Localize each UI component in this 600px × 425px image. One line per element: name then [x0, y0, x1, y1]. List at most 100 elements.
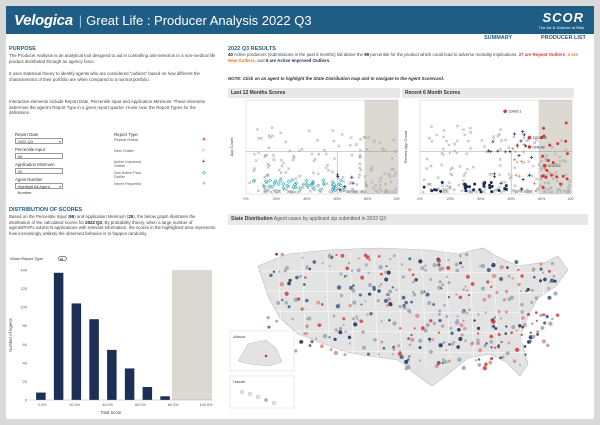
histogram-bar — [71, 303, 82, 400]
point-marker — [279, 171, 283, 175]
x-tick-label: 60% — [508, 197, 516, 201]
point-marker — [558, 155, 562, 159]
zip-marker — [510, 331, 513, 335]
zip-marker — [392, 321, 397, 326]
zip-marker — [497, 310, 501, 314]
point-marker — [561, 174, 565, 178]
zip-marker — [402, 303, 406, 307]
zip-marker — [493, 316, 496, 319]
zip-marker — [437, 285, 442, 290]
zip-marker — [322, 333, 328, 339]
zip-marker — [295, 275, 299, 280]
app-min-value: 25 — [17, 169, 22, 174]
zip-marker — [410, 337, 415, 342]
chevron-down-icon: ▾ — [58, 184, 61, 189]
point-marker — [351, 181, 355, 185]
agent-select[interactable]: Highlight All Agent Number ▾ — [15, 183, 63, 195]
legend-label[interactable]: Active Improved Outlier — [114, 160, 142, 169]
point-marker — [387, 172, 391, 176]
zip-marker — [357, 257, 360, 260]
zip-marker — [348, 342, 351, 345]
point-marker — [291, 158, 295, 162]
point-marker — [469, 146, 473, 150]
point-marker — [529, 190, 533, 194]
zip-marker — [304, 276, 307, 279]
point-marker — [358, 155, 362, 159]
zip-marker — [278, 270, 281, 273]
point-marker — [256, 189, 260, 193]
point-marker — [478, 188, 482, 192]
point-marker — [428, 182, 432, 186]
zip-marker — [328, 336, 331, 339]
zip-marker — [352, 284, 355, 287]
legend-label[interactable]: Repeat Outlier — [114, 138, 139, 142]
nav-producer-list-tab[interactable]: PRODUCER LIST — [541, 35, 586, 41]
point-marker — [290, 178, 295, 183]
y-tick-label: 60 — [23, 342, 28, 347]
point-marker — [269, 190, 273, 194]
zip-marker — [520, 333, 524, 337]
point-marker — [492, 135, 496, 139]
point-marker — [349, 136, 353, 140]
state-distribution-map[interactable]: Alaska Hawaii — [228, 226, 588, 416]
point-marker — [434, 188, 438, 192]
show-report-type-toggle[interactable] — [58, 256, 67, 261]
zip-marker — [397, 344, 401, 348]
point-marker — [491, 140, 495, 144]
point-marker — [489, 181, 493, 185]
point-marker — [429, 125, 433, 129]
nav-summary-tab[interactable]: SUMMARY — [484, 35, 513, 41]
legend-label[interactable]: Non Active Past Outlier — [114, 171, 141, 180]
zip-marker — [486, 280, 490, 284]
point-marker — [378, 187, 382, 191]
state-boundary — [421, 251, 427, 367]
state-boundary — [262, 330, 559, 334]
results-repeat-n: 27 — [518, 52, 524, 57]
legend-label[interactable]: New Outlier — [114, 149, 134, 153]
zip-marker — [458, 336, 463, 342]
point-marker — [551, 177, 555, 181]
point-marker — [372, 139, 376, 143]
x-tick-label: 0% — [417, 197, 423, 201]
purpose-p3: Interactive elements include Report Date… — [9, 99, 205, 116]
zip-marker — [504, 332, 508, 335]
x-tick-label: 100% — [567, 197, 574, 201]
y-axis-label: Recent App Count — [403, 130, 408, 163]
point-marker — [293, 185, 298, 190]
percentile-input[interactable]: 99 — [15, 153, 63, 159]
point-marker — [548, 171, 552, 175]
recent6-scatter[interactable]: 99 Percentile Recent App Count 0% 20% 40% 60%… — [402, 98, 574, 208]
zip-marker — [523, 345, 527, 348]
zip-marker — [489, 340, 494, 344]
zip-marker — [454, 262, 459, 267]
zip-marker — [338, 330, 343, 335]
point-marker — [350, 153, 354, 157]
zip-marker — [462, 288, 466, 291]
zip-marker — [367, 271, 370, 274]
legend-label[interactable]: Never Reported — [114, 182, 141, 186]
point-marker — [298, 186, 303, 191]
zip-marker — [484, 311, 487, 314]
zip-marker — [541, 339, 546, 344]
hawaii-island — [247, 391, 253, 397]
point-marker — [447, 143, 451, 147]
app-min-input[interactable]: 25 — [15, 168, 63, 174]
zip-marker — [383, 298, 389, 303]
zip-marker — [487, 294, 492, 299]
report-date-select[interactable]: 2022 Q3 ▾ — [15, 138, 63, 144]
zip-marker — [406, 364, 410, 369]
zip-marker — [476, 332, 480, 335]
zip-marker — [275, 319, 279, 323]
point-marker — [521, 129, 525, 133]
zip-marker — [549, 278, 555, 283]
percentile-value: 99 — [17, 154, 22, 159]
zip-marker — [442, 341, 446, 345]
zip-marker — [348, 303, 352, 308]
point-marker — [325, 182, 329, 186]
zip-marker — [287, 281, 291, 286]
zip-marker — [338, 326, 343, 331]
point-marker — [350, 175, 354, 179]
zip-marker — [340, 253, 345, 258]
zip-marker — [534, 296, 539, 301]
